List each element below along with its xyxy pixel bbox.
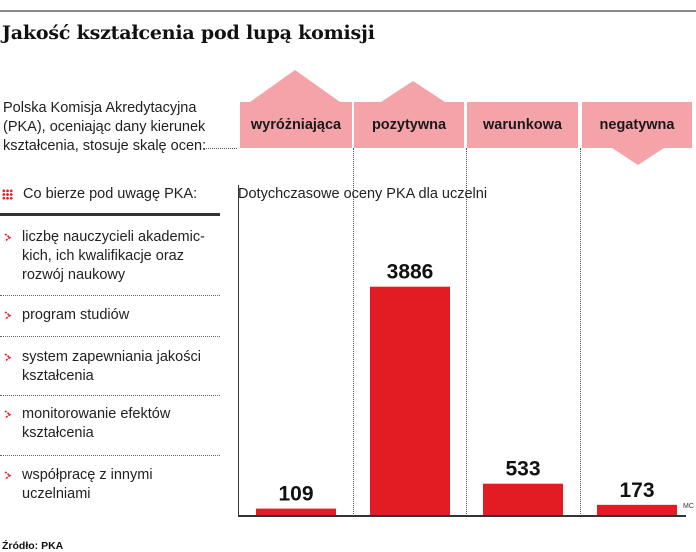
criteria-heading: Co bierze pod uwagę PKA: (2, 186, 197, 202)
scale-arrow-up-large-icon (250, 70, 340, 102)
bar-chart: 109 3886 533 173 (256, 261, 677, 515)
criteria-separator (0, 395, 220, 396)
bar-2 (370, 286, 450, 515)
top-rule (0, 10, 696, 12)
criteria-separator (0, 295, 220, 296)
bar-value-label: 173 (619, 479, 654, 502)
intro-leader-dots (203, 148, 237, 149)
intro-text: Polska Komisja Akredytacyjna (PKA), ocen… (3, 100, 207, 154)
chevron-right-icon (4, 410, 12, 419)
bar-1 (256, 508, 336, 515)
bar-3 (483, 483, 563, 515)
chart-title: Dotychczasowe oceny PKA dla uczelni (238, 186, 488, 202)
scale-arrow-up-small-icon (381, 81, 445, 102)
bar-value-label: 3886 (387, 261, 434, 284)
criteria-item-label: system zapewniania jakości kształcenia (22, 349, 201, 384)
chart-left-rule (238, 185, 239, 516)
scale-arrow-down-icon (612, 148, 664, 165)
criteria-item-label: współpracę z innymi uczelniami (22, 467, 153, 502)
criteria-separator (0, 455, 220, 456)
grid-icon (2, 188, 13, 200)
criteria-item-label: liczbę nauczycieli akademic-kich, ich kw… (22, 229, 205, 283)
scale-wyrozniajaca: wyróżniająca (240, 102, 352, 148)
author-credit: MC (683, 503, 694, 510)
chevron-right-icon (4, 233, 12, 242)
scale-negatywna: negatywna (582, 102, 692, 148)
column-guide-1 (353, 148, 354, 516)
chevron-right-icon (4, 471, 12, 480)
bar-value-label: 109 (278, 483, 313, 506)
column-guide-2 (466, 148, 467, 516)
criteria-separator (0, 336, 220, 337)
scale-warunkowa: warunkowa (467, 102, 578, 148)
scale-pozytywna: pozytywna (354, 102, 464, 148)
criteria-heading-rule (0, 213, 220, 216)
page-title: Jakość kształcenia pod lupą komisji (2, 22, 375, 44)
chart-baseline (238, 515, 686, 517)
chevron-right-icon (4, 311, 12, 320)
bar-value-label: 533 (505, 458, 540, 481)
bar-4 (597, 504, 677, 515)
criteria-heading-label: Co bierze pod uwagę PKA: (23, 186, 198, 202)
criteria-item-label: program studiów (22, 307, 130, 323)
column-guide-3 (580, 148, 581, 516)
source-note: Źródło: PKA (2, 540, 64, 552)
criteria-item-label: monitorowanie efektów kształcenia (22, 406, 171, 441)
chevron-right-icon (4, 353, 12, 362)
